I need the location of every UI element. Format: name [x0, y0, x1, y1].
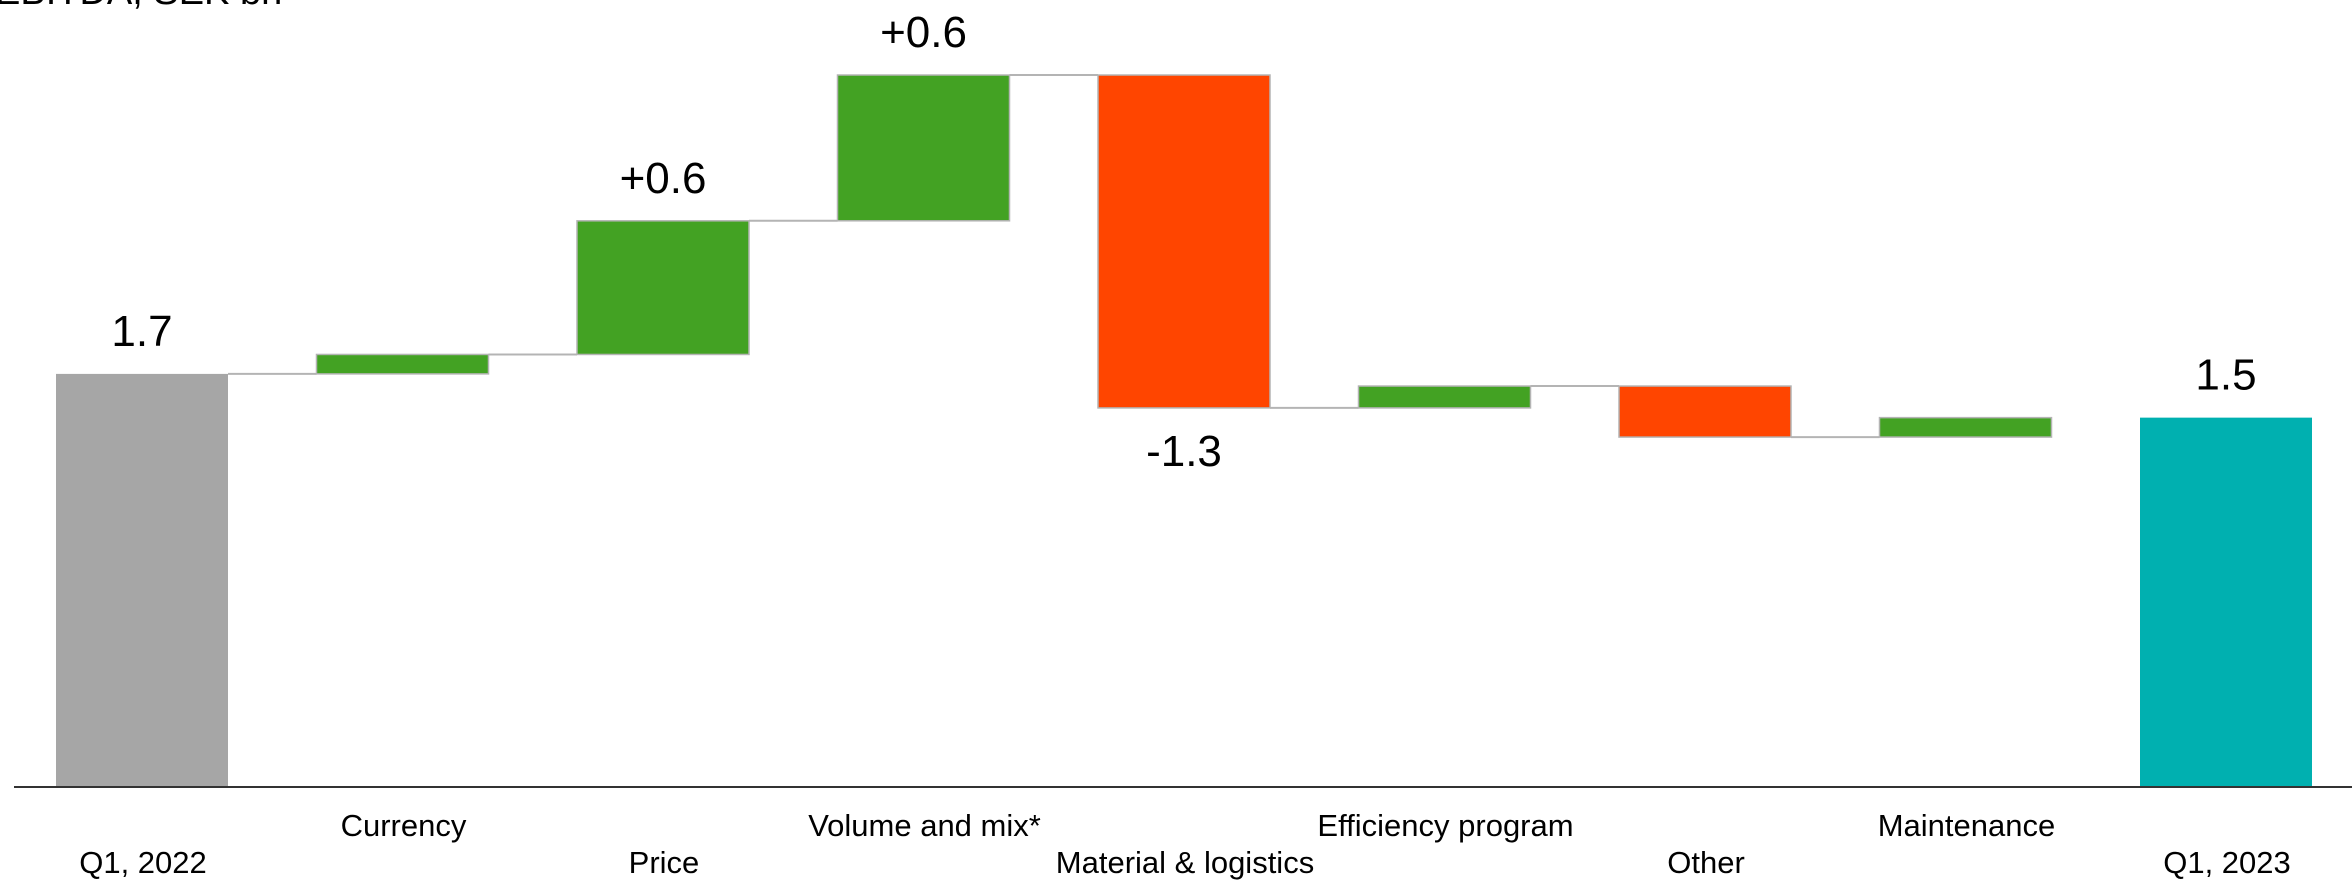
- bar-price: [576, 220, 750, 356]
- bar-volume-and-mix: [836, 74, 1011, 222]
- category-label-material-logistics: Material & logistics: [1056, 845, 1314, 880]
- chart-title: EBITDA, SEK bn: [0, 0, 282, 13]
- category-label-price: Price: [629, 845, 700, 880]
- category-label-q1-2023: Q1, 2023: [2163, 845, 2291, 880]
- category-label-other: Other: [1667, 845, 1745, 880]
- category-label-volume-and-mix: Volume and mix*: [808, 808, 1041, 843]
- bars: [56, 74, 2312, 787]
- bar-material-logistics: [1097, 74, 1271, 409]
- value-label-price: +0.6: [620, 154, 707, 203]
- category-label-q1-2022: Q1, 2022: [79, 845, 207, 880]
- bar-other: [1618, 385, 1792, 438]
- category-label-efficiency-program: Efficiency program: [1317, 808, 1573, 843]
- bar-q1-2022: [56, 373, 228, 787]
- connector-lines: [228, 74, 2140, 788]
- value-label-material-logistics: -1.3: [1146, 427, 1222, 476]
- value-label-q1-2023: 1.5: [2195, 351, 2256, 400]
- bar-efficiency-program: [1357, 385, 1532, 409]
- bar-maintenance: [1878, 416, 2053, 438]
- category-labels: Q1, 2022 Currency Price Volume and mix* Mate…: [79, 808, 2291, 880]
- value-labels: 1.7 +0.6 +0.6 -1.3 1.5: [111, 8, 2256, 476]
- category-label-maintenance: Maintenance: [1878, 808, 2056, 843]
- value-label-q1-2022: 1.7: [111, 307, 172, 356]
- category-label-currency: Currency: [341, 808, 467, 843]
- bar-currency: [315, 353, 490, 375]
- value-label-volume-and-mix: +0.6: [880, 8, 967, 57]
- bar-q1-2023: [2140, 417, 2312, 787]
